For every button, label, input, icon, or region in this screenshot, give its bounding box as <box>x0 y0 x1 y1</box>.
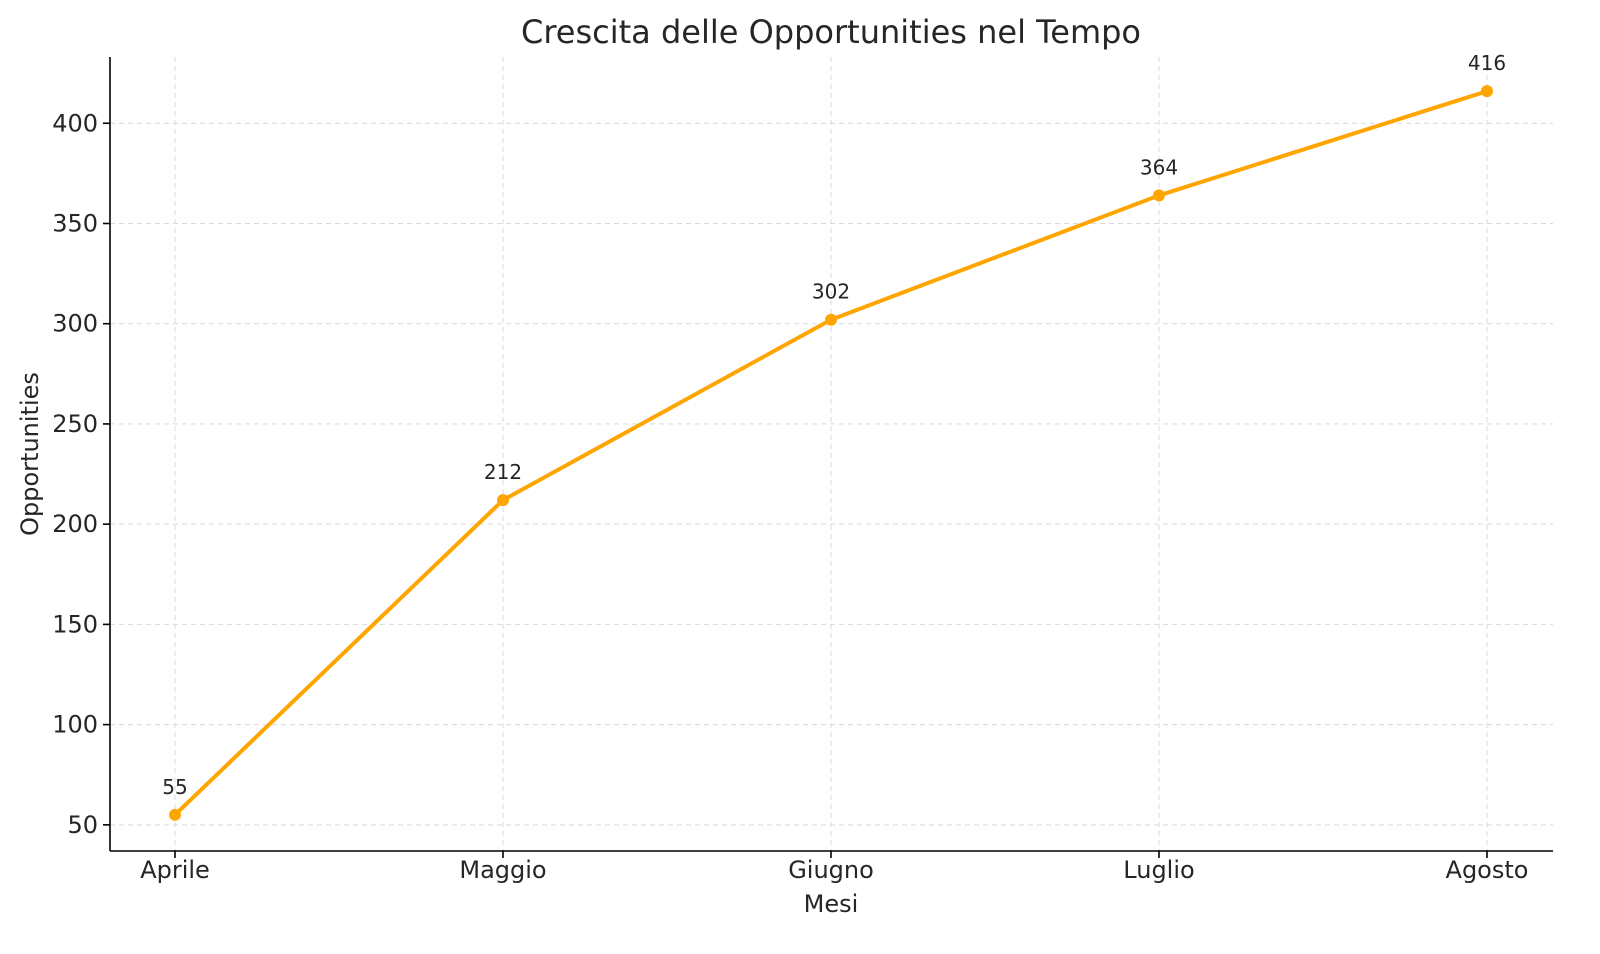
data-point <box>1153 189 1165 202</box>
x-axis-label: Mesi <box>804 890 859 918</box>
x-tick-label: Agosto <box>1446 856 1529 884</box>
data-label: 364 <box>1140 155 1178 179</box>
x-tick-label: Luglio <box>1123 856 1194 884</box>
y-tick-label: 150 <box>52 610 98 638</box>
x-tick-label: Maggio <box>459 856 546 884</box>
y-axis-ticks: 50 100 150 200 250 300 350 400 <box>52 109 110 839</box>
x-tick-label: Aprile <box>140 856 210 884</box>
y-tick-label: 100 <box>52 711 98 739</box>
y-tick-label: 200 <box>52 510 98 538</box>
grid <box>110 57 1553 851</box>
y-axis-label: Opportunities <box>16 372 44 536</box>
y-tick-label: 250 <box>52 410 98 438</box>
data-label: 416 <box>1468 51 1506 75</box>
data-label: 55 <box>162 775 187 799</box>
y-tick-label: 400 <box>52 109 98 137</box>
data-label: 302 <box>812 280 850 304</box>
data-point <box>825 313 837 326</box>
series-points <box>169 85 1493 821</box>
chart-title: Crescita delle Opportunities nel Tempo <box>521 13 1141 51</box>
data-label: 212 <box>484 460 522 484</box>
y-tick-label: 350 <box>52 209 98 237</box>
y-tick-label: 300 <box>52 310 98 338</box>
x-tick-label: Giugno <box>788 856 874 884</box>
data-labels: 55 212 302 364 416 <box>162 51 1506 799</box>
data-point <box>1481 85 1493 98</box>
data-point <box>169 808 181 821</box>
data-point <box>497 494 509 507</box>
x-axis-ticks: Aprile Maggio Giugno Luglio Agosto <box>140 851 1528 884</box>
y-tick-label: 50 <box>67 811 98 839</box>
